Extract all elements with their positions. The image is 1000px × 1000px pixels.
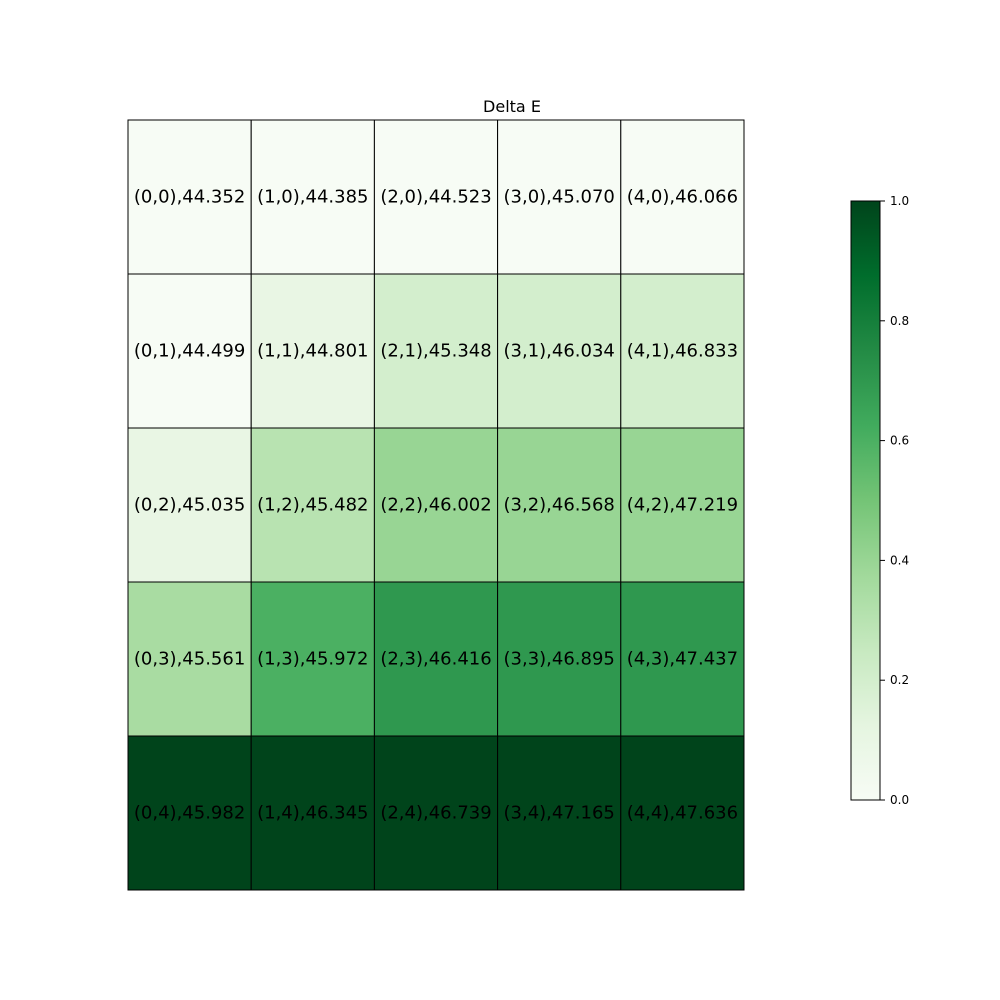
heatmap-cell [497,581,622,737]
heatmap-cell [250,427,375,583]
heatmap-cell-label: (2,0),44.523 [380,187,491,208]
heatmap-cell [373,581,499,737]
heatmap-cell [373,427,499,583]
heatmap-cell-label: (2,3),46.416 [380,649,491,670]
heatmap-cell [497,427,622,583]
heatmap-cell-label: (3,4),47.165 [504,803,615,824]
colorbar-gradient [850,200,881,801]
heatmap-cell-label: (0,4),45.982 [134,803,245,824]
heatmap-cell [250,735,375,891]
heatmap-cell-label: (4,1),46.833 [627,341,738,362]
heatmap-cell-label: (1,3),45.972 [257,649,368,670]
heatmap-cell-label: (2,1),45.348 [380,341,491,362]
heatmap-cell-label: (2,2),46.002 [380,495,491,516]
colorbar: 0.0 0.2 0.4 0.6 0.8 1.0 [850,194,909,807]
heatmap-cell-label: (3,1),46.034 [504,341,615,362]
heatmap-cell-label: (1,2),45.482 [257,495,368,516]
heatmap-cell [497,119,622,275]
colorbar-tick-label: 0.8 [890,314,909,328]
colorbar-tick-label: 1.0 [890,194,909,208]
heatmap-cell [250,581,375,737]
heatmap-cell-label: (4,2),47.219 [627,495,738,516]
heatmap-cell-label: (0,3),45.561 [134,649,245,670]
heatmap-cell-label: (1,0),44.385 [257,187,368,208]
heatmap-grid: (0,0),44.352 (1,0),44.385 (2,0),44.523 (3,0… [127,119,745,891]
heatmap-cell [620,427,745,583]
heatmap-cell-label: (3,3),46.895 [504,649,615,670]
heatmap-cell [127,735,252,891]
heatmap-cell [250,119,375,275]
heatmap-cell [373,119,499,275]
colorbar-tick-label: 0.2 [890,673,909,687]
heatmap-cell-label: (0,0),44.352 [134,187,245,208]
heatmap-cell [127,119,252,275]
heatmap-cell-label: (3,2),46.568 [504,495,615,516]
heatmap-cell-label: (1,4),46.345 [257,803,368,824]
heatmap-cell-label: (0,1),44.499 [134,341,245,362]
heatmap-cell-label: (4,3),47.437 [627,649,738,670]
heatmap-cell [373,273,499,429]
heatmap-cell [620,119,745,275]
heatmap-cell-label: (3,0),45.070 [504,187,615,208]
chart-title: Delta E [483,97,541,116]
heatmap-cell-label: (4,4),47.636 [627,803,738,824]
heatmap-cell [620,273,745,429]
colorbar-tick-label: 0.6 [890,434,909,448]
heatmap-cell-label: (1,1),44.801 [257,341,368,362]
heatmap-cell-label: (4,0),46.066 [627,187,738,208]
heatmap-cell [127,273,252,429]
heatmap-cell-label: (2,4),46.739 [380,803,491,824]
heatmap-cell-label: (0,2),45.035 [134,495,245,516]
heatmap-cell [620,735,745,891]
heatmap-cell [127,581,252,737]
heatmap-cell [620,581,745,737]
colorbar-tick-label: 0.0 [890,793,909,807]
heatmap-cell [373,735,499,891]
colorbar-tick-label: 0.4 [890,553,909,567]
